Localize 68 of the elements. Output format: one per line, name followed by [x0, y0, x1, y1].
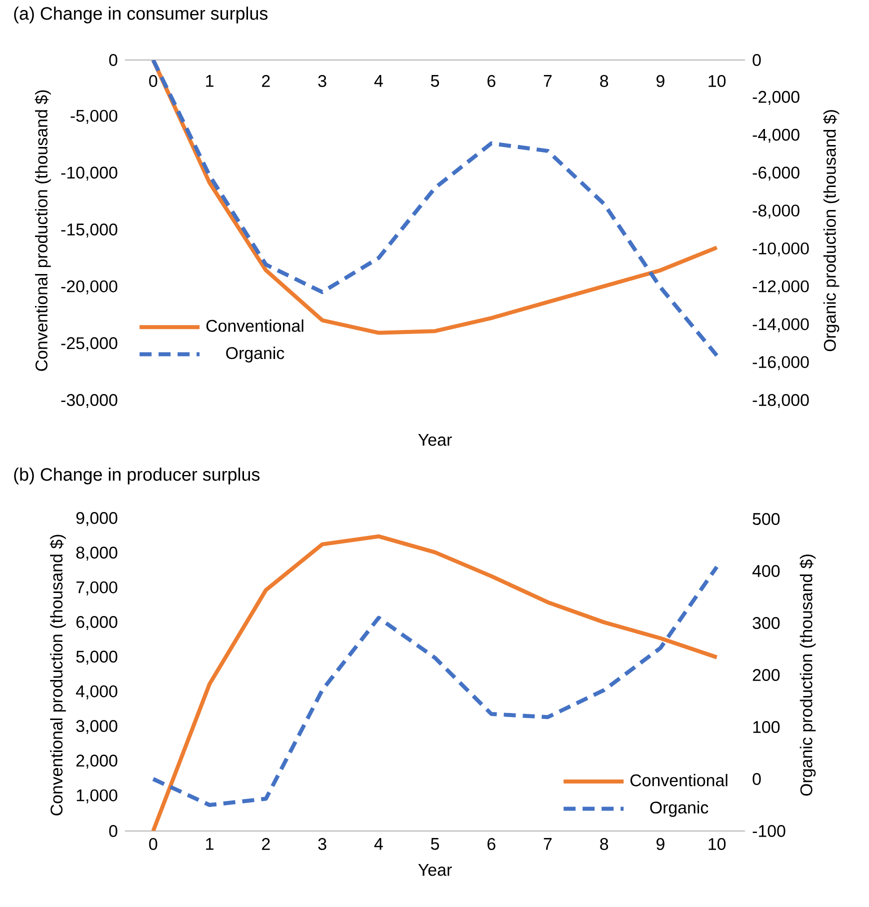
x-tick-label: 4 [374, 838, 383, 850]
y2-tick-label: 0 [752, 773, 761, 785]
x-tick-label: 5 [430, 75, 440, 87]
y-tick-label: 0 [109, 54, 118, 66]
y2-tick-label: -16,000 [752, 356, 809, 370]
x-tick-label: 0 [149, 75, 158, 88]
y2-tick-label: -12,000 [752, 280, 809, 294]
y-axis-title: Conventional production (thousand $) [34, 90, 51, 371]
y2-tick-label: -6,000 [752, 166, 800, 181]
y2-tick-label: 300 [752, 617, 780, 629]
y2-tick-label: 500 [752, 513, 780, 525]
legend-label: Conventional [206, 319, 304, 332]
y-tick-label: 2,000 [76, 754, 118, 769]
x-tick-label: 7 [544, 838, 552, 850]
x-tick-label: 6 [488, 75, 496, 88]
x-tick-label: 10 [708, 75, 726, 88]
y-tick-label: 1,000 [76, 789, 118, 804]
y2-tick-label: -4,000 [752, 128, 800, 143]
y2-axis-title: Organic production (thousand $) [823, 110, 840, 352]
y-tick-label: 6,000 [76, 616, 118, 630]
y2-tick-label: 400 [752, 565, 780, 577]
x-tick-label: 2 [262, 838, 270, 850]
y-tick-label: -20,000 [61, 280, 118, 294]
y-tick-label: -5,000 [70, 110, 118, 124]
x-tick-label: 8 [600, 75, 608, 88]
x-tick-label: 9 [656, 838, 664, 850]
x-tick-label: 7 [544, 75, 552, 87]
y2-tick-label: 100 [753, 721, 780, 733]
y-tick-label: 5,000 [76, 650, 118, 665]
x-tick-label: 1 [206, 838, 214, 850]
x-tick-label: 6 [488, 838, 496, 850]
y-tick-label: 7,000 [76, 581, 118, 596]
x-tick-label: 9 [656, 75, 664, 88]
legend-label: Organic [226, 346, 284, 362]
x-tick-label: 1 [206, 75, 214, 87]
y-axis-title: Conventional production (thousand $) [50, 534, 66, 816]
x-tick-label: 4 [374, 75, 383, 87]
y-tick-label: -25,000 [61, 337, 118, 352]
y-tick-label: 3,000 [76, 720, 118, 734]
y2-axis-title: Organic production (thousand $) [800, 554, 816, 796]
y-tick-label: -10,000 [61, 166, 118, 181]
legend-label: Organic [650, 801, 708, 817]
y2-tick-label: -2,000 [752, 90, 800, 105]
y2-tick-label: -18,000 [752, 394, 809, 408]
x-tick-label: 8 [600, 838, 608, 850]
y-tick-label: -30,000 [61, 394, 118, 408]
y-tick-label: 9,000 [76, 512, 118, 526]
legend-label: Conventional [630, 774, 728, 786]
y2-tick-label: -14,000 [752, 318, 809, 332]
chart-title: (b) Change in producer surplus [14, 468, 260, 484]
y2-tick-label: 0 [752, 54, 761, 66]
x-tick-label: 3 [318, 838, 326, 850]
y-tick-label: 8,000 [76, 546, 118, 561]
y-tick-label: 4,000 [76, 685, 118, 700]
x-axis-title: Year [418, 434, 452, 446]
y2-tick-label: -10,000 [752, 242, 809, 256]
x-tick-label: 10 [708, 838, 726, 850]
x-tick-label: 2 [262, 75, 270, 87]
y-tick-label: -15,000 [61, 224, 118, 238]
x-tick-label: 3 [318, 75, 326, 88]
y2-tick-label: -100 [752, 825, 786, 837]
x-tick-label: 5 [430, 838, 440, 850]
y2-tick-label: -8,000 [752, 204, 800, 219]
chart-title: (a) Change in consumer surplus [14, 6, 268, 24]
x-axis-title: Year [418, 864, 452, 876]
y-tick-label: 0 [109, 825, 118, 837]
y2-tick-label: 200 [752, 669, 780, 681]
x-tick-label: 0 [149, 838, 158, 850]
